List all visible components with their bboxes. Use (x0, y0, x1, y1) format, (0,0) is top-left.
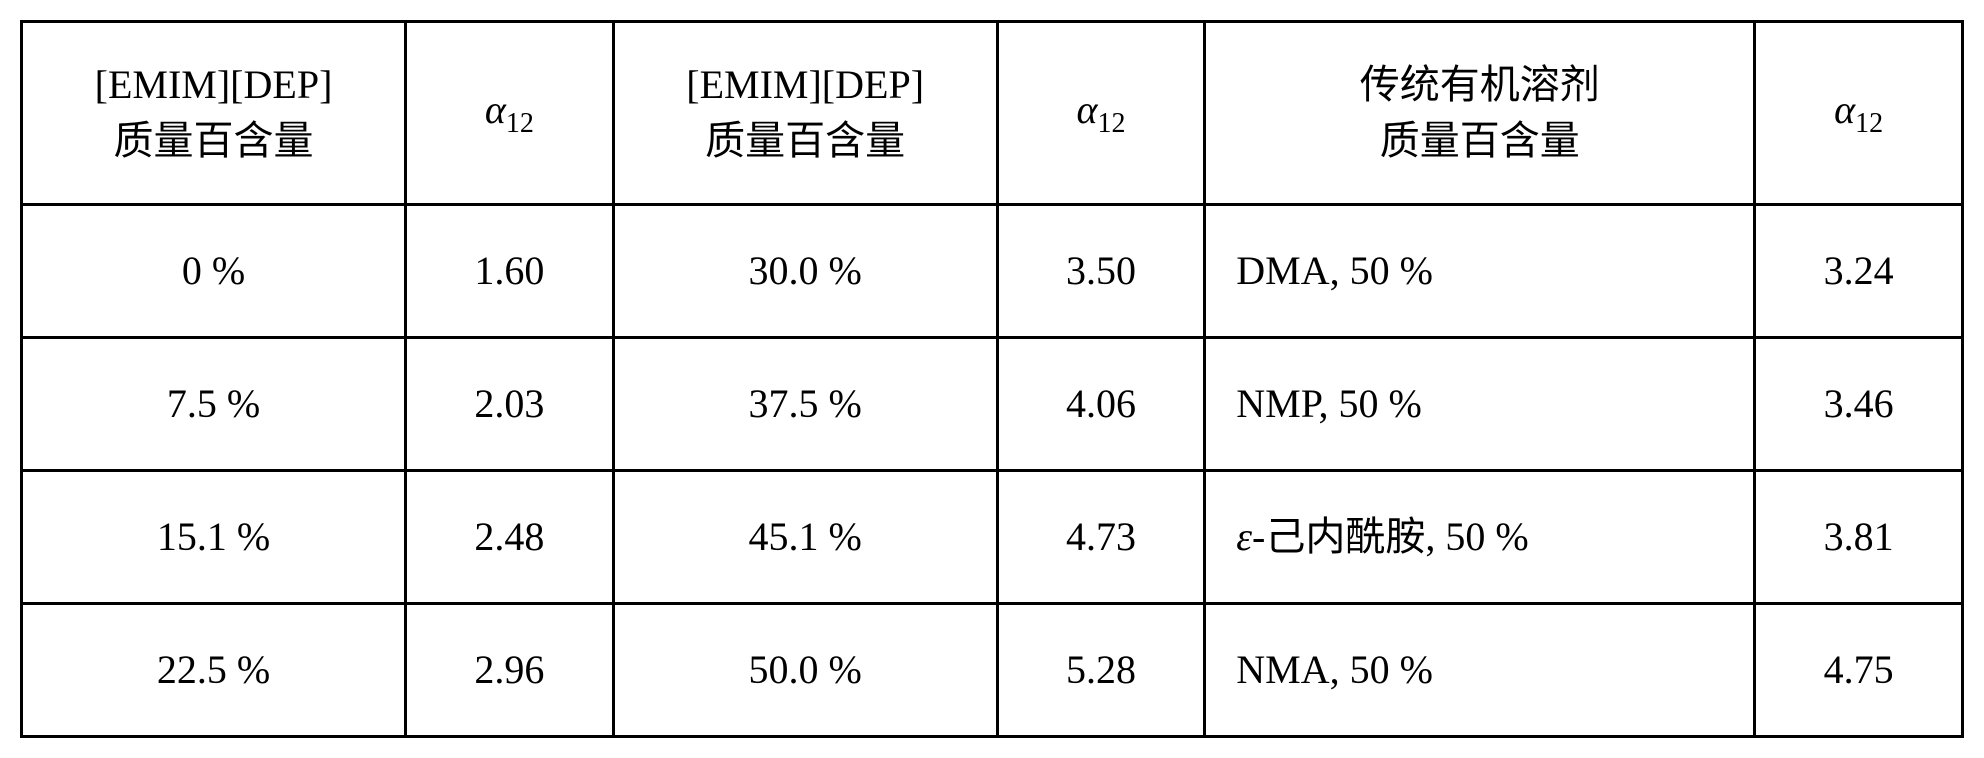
cell-alpha-1: 2.48 (406, 471, 614, 604)
header-text: [EMIM][DEP] (23, 57, 404, 113)
header-text: 质量百含量 (1206, 113, 1753, 169)
table-row: 7.5 % 2.03 37.5 % 4.06 NMP, 50 % 3.46 (22, 338, 1963, 471)
cell-alpha-2: 4.06 (997, 338, 1205, 471)
cell-solvent: NMA, 50 % (1205, 604, 1755, 737)
col-header-emim-dep-2: [EMIM][DEP] 质量百含量 (613, 22, 997, 205)
cell-emim-dep-2: 37.5 % (613, 338, 997, 471)
alpha-subscript: 12 (506, 108, 534, 139)
cell-emim-dep-1: 15.1 % (22, 471, 406, 604)
cell-alpha-2: 3.50 (997, 205, 1205, 338)
cell-alpha-2: 5.28 (997, 604, 1205, 737)
cell-alpha-3: 3.24 (1755, 205, 1963, 338)
alpha-symbol: α12 (1076, 87, 1125, 132)
alpha-symbol: α12 (1834, 87, 1883, 132)
cell-emim-dep-1: 7.5 % (22, 338, 406, 471)
cell-solvent: DMA, 50 % (1205, 205, 1755, 338)
table-row: 15.1 % 2.48 45.1 % 4.73 ε-己内酰胺, 50 % 3.8… (22, 471, 1963, 604)
header-text: [EMIM][DEP] (615, 57, 996, 113)
cell-emim-dep-2: 30.0 % (613, 205, 997, 338)
col-header-alpha-2: α12 (997, 22, 1205, 205)
cell-solvent: NMP, 50 % (1205, 338, 1755, 471)
cell-alpha-1: 2.96 (406, 604, 614, 737)
alpha-subscript: 12 (1855, 108, 1883, 139)
table-header-row: [EMIM][DEP] 质量百含量 α12 [EMIM][DEP] 质量百含量 … (22, 22, 1963, 205)
cell-alpha-2: 4.73 (997, 471, 1205, 604)
alpha-subscript: 12 (1097, 108, 1125, 139)
table-row: 0 % 1.60 30.0 % 3.50 DMA, 50 % 3.24 (22, 205, 1963, 338)
cell-alpha-3: 3.46 (1755, 338, 1963, 471)
cell-alpha-3: 4.75 (1755, 604, 1963, 737)
col-header-solvent: 传统有机溶剂 质量百含量 (1205, 22, 1755, 205)
header-text: 质量百含量 (23, 113, 404, 169)
cell-solvent: ε-己内酰胺, 50 % (1205, 471, 1755, 604)
col-header-alpha-1: α12 (406, 22, 614, 205)
cell-text: -己内酰胺, 50 % (1252, 514, 1529, 559)
cell-alpha-3: 3.81 (1755, 471, 1963, 604)
table-row: 22.5 % 2.96 50.0 % 5.28 NMA, 50 % 4.75 (22, 604, 1963, 737)
header-text: 质量百含量 (615, 113, 996, 169)
cell-emim-dep-1: 22.5 % (22, 604, 406, 737)
header-text: 传统有机溶剂 (1206, 57, 1753, 113)
cell-emim-dep-2: 50.0 % (613, 604, 997, 737)
col-header-alpha-3: α12 (1755, 22, 1963, 205)
epsilon-symbol: ε (1236, 514, 1252, 559)
alpha-symbol: α12 (485, 87, 534, 132)
data-table: [EMIM][DEP] 质量百含量 α12 [EMIM][DEP] 质量百含量 … (20, 20, 1964, 738)
cell-emim-dep-1: 0 % (22, 205, 406, 338)
cell-alpha-1: 1.60 (406, 205, 614, 338)
col-header-emim-dep-1: [EMIM][DEP] 质量百含量 (22, 22, 406, 205)
cell-emim-dep-2: 45.1 % (613, 471, 997, 604)
cell-alpha-1: 2.03 (406, 338, 614, 471)
